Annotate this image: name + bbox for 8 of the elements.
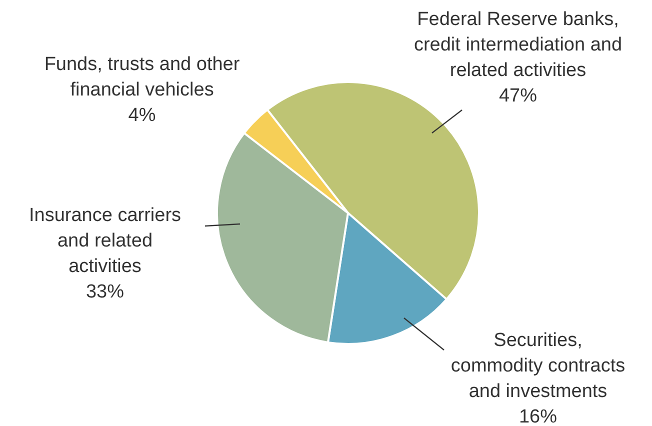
data-label: 47% [498,86,538,106]
data-label: 16% [518,406,558,426]
slice-label: Federal Reserve banks, credit intermediation and related activities [414,9,622,81]
slice-label: Securities, commodity contracts and investments [450,330,626,402]
data-label: 4% [128,105,156,126]
slice-label: Insurance carriers and related activities [28,205,182,277]
data-label: 33% [86,282,124,302]
slice-label: Funds, trusts and other financial vehicles [44,54,240,100]
